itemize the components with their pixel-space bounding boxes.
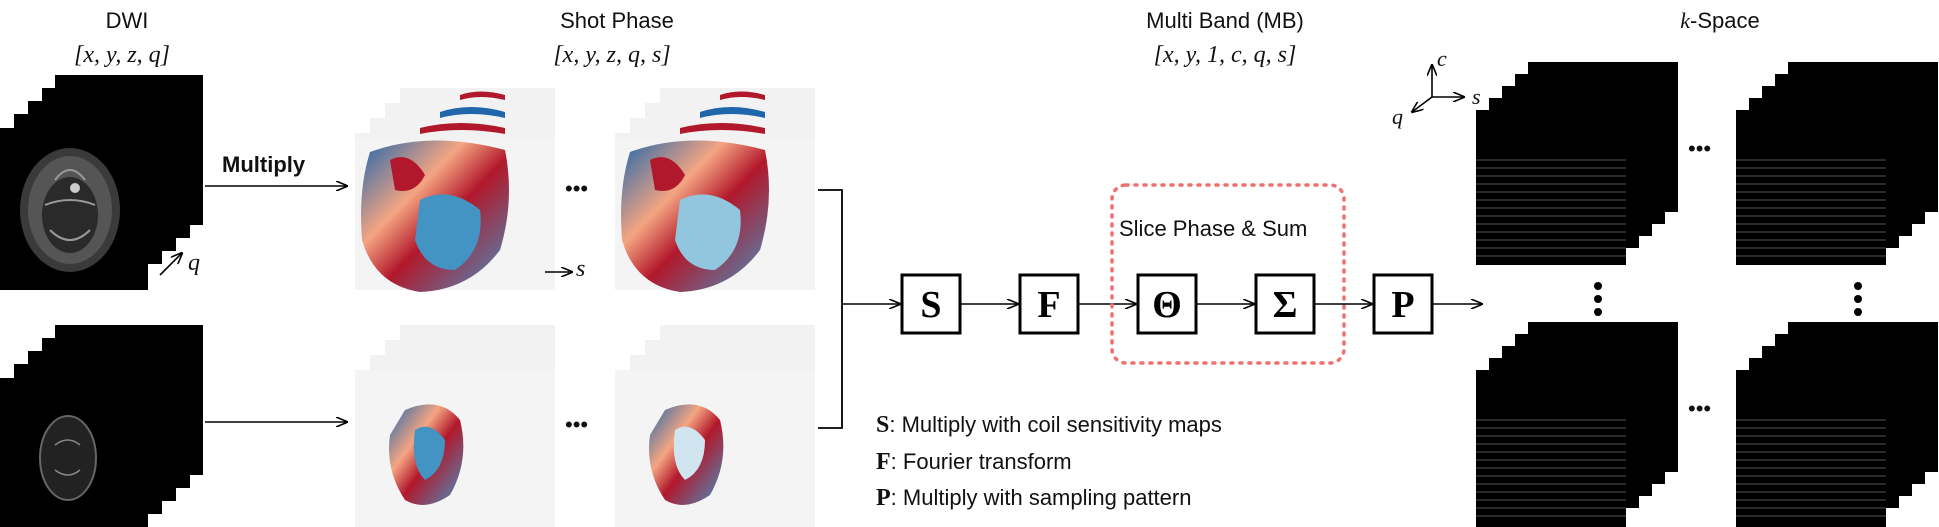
kspace-title-rest: -Space bbox=[1690, 8, 1760, 33]
legend-item-S: S: Multiply with coil sensitivity maps bbox=[876, 412, 1222, 439]
operator-S-box: S bbox=[900, 273, 962, 335]
merge-bracket bbox=[818, 189, 843, 429]
shot-phase-dims: [x, y, z, q, s] bbox=[553, 42, 671, 68]
legend-text-S: : Multiply with coil sensitivity maps bbox=[889, 412, 1222, 437]
operator-Sigma-box: Σ bbox=[1254, 273, 1316, 335]
kspace-stack-bottom-right bbox=[1736, 322, 1938, 527]
q-axis-arrow-3d bbox=[1412, 96, 1433, 112]
kspace-vertical-dots bbox=[1594, 282, 1862, 316]
legend-item-F: F: Fourier transform bbox=[876, 449, 1072, 476]
multi-band-title: Multi Band (MB) bbox=[1146, 8, 1304, 33]
axes-q-label: q bbox=[1392, 104, 1403, 129]
axes-c-label: c bbox=[1437, 46, 1447, 71]
dwi-stack-top bbox=[0, 75, 203, 290]
phase-stack-bottom-1 bbox=[355, 325, 555, 527]
kspace-ellipsis-top: ••• bbox=[1688, 136, 1712, 161]
operator-S: S bbox=[920, 284, 941, 326]
dwi-title: DWI bbox=[105, 8, 149, 33]
kspace-ellipsis-bottom: ••• bbox=[1688, 396, 1712, 421]
axes-s-label: s bbox=[1472, 84, 1481, 109]
kspace-title-k: k bbox=[1680, 8, 1691, 33]
operator-P: P bbox=[1391, 284, 1414, 326]
phase-stack-bottom-2 bbox=[615, 325, 815, 527]
q-axis-label: q bbox=[188, 250, 200, 276]
legend-symbol-S: S bbox=[876, 412, 890, 438]
kspace-title: k-Space bbox=[1680, 8, 1759, 34]
legend-item-P: P: Multiply with sampling pattern bbox=[876, 485, 1191, 512]
s-axis-label: s bbox=[576, 256, 586, 282]
multi-band-dims: [x, y, 1, c, q, s] bbox=[1153, 42, 1297, 68]
phase-stack-top-1 bbox=[355, 88, 555, 292]
phase-stack-top-2 bbox=[615, 88, 815, 292]
operator-F: F bbox=[1037, 284, 1060, 326]
operator-Theta-box: Θ bbox=[1136, 273, 1198, 335]
legend-symbol-F: F bbox=[876, 449, 891, 475]
legend-text-P: : Multiply with sampling pattern bbox=[890, 485, 1192, 510]
multiply-label: Multiply bbox=[222, 152, 306, 177]
shot-phase-title: Shot Phase bbox=[560, 8, 674, 33]
operator-P-box: P bbox=[1372, 273, 1434, 335]
kspace-stack-top-left bbox=[1476, 62, 1678, 265]
dwi-stack-bottom bbox=[0, 325, 203, 527]
operator-Theta: Θ bbox=[1152, 284, 1182, 326]
operator-F-box: F bbox=[1018, 273, 1080, 335]
kspace-stack-bottom-left bbox=[1476, 322, 1678, 527]
q-axis-arrow bbox=[159, 253, 182, 276]
slice-phase-sum-box bbox=[1110, 183, 1346, 365]
kspace-stack-top-right bbox=[1736, 62, 1938, 265]
dwi-dims: [x, y, z, q] bbox=[74, 42, 170, 68]
legend-symbol-P: P bbox=[876, 485, 891, 511]
ellipsis-top: ••• bbox=[565, 176, 589, 201]
legend-text-F: : Fourier transform bbox=[890, 449, 1072, 474]
operator-Sigma: Σ bbox=[1273, 284, 1298, 326]
slice-phase-sum-label: Slice Phase & Sum bbox=[1119, 216, 1308, 241]
ellipsis-bottom: ••• bbox=[565, 412, 589, 437]
